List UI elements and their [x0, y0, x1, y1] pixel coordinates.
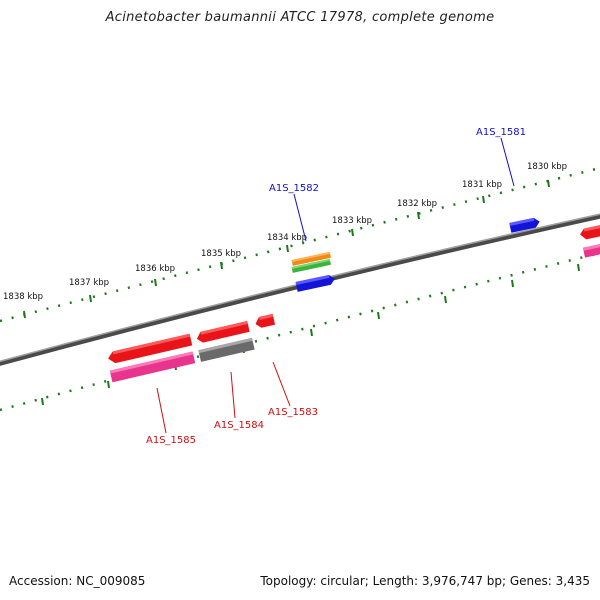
accession-text: Accession: NC_009085	[9, 574, 146, 588]
label-leader-lines	[156, 137, 515, 434]
outer-tick-track	[0, 166, 600, 323]
gene-edge-right-red[interactable]	[579, 224, 600, 241]
gene-edge-right-pink[interactable]	[582, 243, 600, 258]
tick-label-1835: 1835 kbp	[201, 249, 241, 259]
gene-label-a1s-1581[interactable]: A1S_1581	[476, 127, 526, 138]
tick-labels: 1838 kbp 1837 kbp 1836 kbp 1835 kbp 1834…	[3, 162, 567, 302]
genome-title: Acinetobacter baumannii ATCC 17978, comp…	[105, 10, 495, 25]
gene-a1s-1581[interactable]	[509, 217, 540, 233]
tick-label-1837: 1837 kbp	[69, 278, 109, 288]
gene-a1s-1582-green[interactable]	[291, 258, 331, 273]
gene-a1s-1582-blue[interactable]	[295, 274, 336, 292]
genome-summary-text: Topology: circular; Length: 3,976,747 bp…	[260, 574, 590, 588]
gene-labels: A1S_1581 A1S_1582 A1S_1583 A1S_1584 A1S_…	[146, 127, 526, 446]
gene-a1s-1584-gray[interactable]	[198, 337, 255, 362]
gene-a1s-1585-red[interactable]	[107, 333, 193, 365]
forward-strand-features	[291, 217, 600, 292]
gene-a1s-1583-red[interactable]	[254, 313, 276, 329]
tick-label-1832: 1832 kbp	[397, 199, 437, 209]
tick-label-1833: 1833 kbp	[332, 216, 372, 226]
gene-a1s-1582-orange[interactable]	[291, 251, 331, 266]
inner-tick-track	[0, 251, 600, 412]
tick-label-1830: 1830 kbp	[527, 162, 567, 172]
reverse-strand-features	[107, 313, 276, 383]
tick-label-1838: 1838 kbp	[3, 292, 43, 302]
gene-label-a1s-1582[interactable]: A1S_1582	[269, 183, 319, 194]
gene-label-a1s-1585[interactable]: A1S_1585	[146, 435, 196, 446]
gene-a1s-1584-red[interactable]	[196, 321, 250, 344]
tick-label-1836: 1836 kbp	[135, 264, 175, 274]
tick-label-1834: 1834 kbp	[267, 233, 307, 243]
tick-label-1831: 1831 kbp	[462, 180, 502, 190]
gene-a1s-1585-pink[interactable]	[109, 351, 196, 383]
gene-label-a1s-1583[interactable]: A1S_1583	[268, 407, 318, 418]
gene-label-a1s-1584[interactable]: A1S_1584	[214, 420, 264, 431]
